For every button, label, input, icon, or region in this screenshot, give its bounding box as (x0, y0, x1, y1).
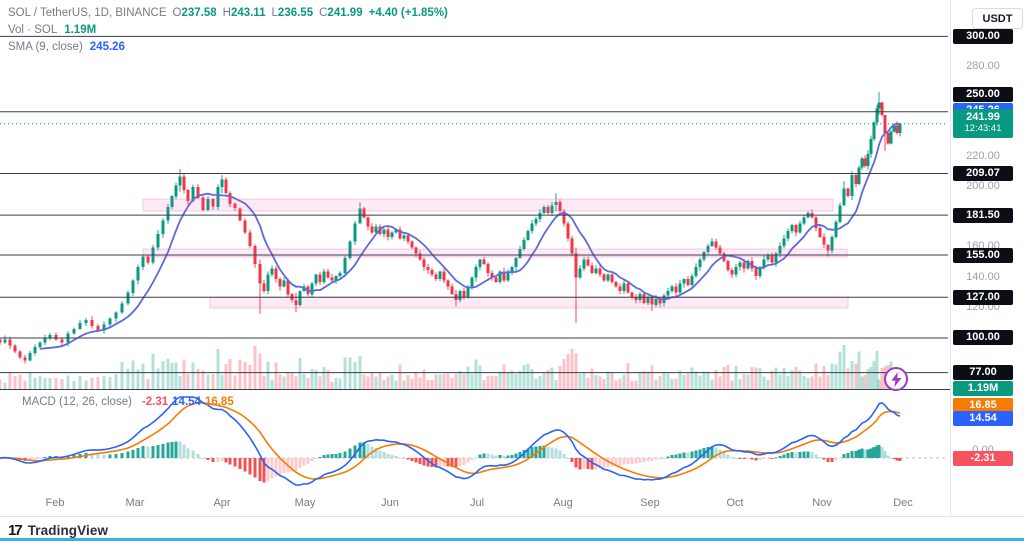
ohlc-prefix-O: O (172, 7, 182, 19)
month-label-Nov: Nov (812, 497, 832, 509)
ohlc-prefix-L: L (271, 7, 278, 19)
price-axis[interactable]: USDT 280.00 220.00 200.00 160.00 140.00 120.0… (950, 0, 1024, 516)
month-label-Feb: Feb (45, 497, 65, 509)
macd-legend-value-2: 16.85 (204, 396, 234, 408)
macd-indicator-label[interactable]: MACD (12, 26, close) (22, 396, 132, 408)
month-label-Jun: Jun (381, 497, 399, 509)
time-axis-separator (0, 516, 1024, 517)
lightning-bolt-icon (891, 371, 901, 387)
month-label-Mar: Mar (125, 497, 145, 509)
axis-tick-220.00: 220.00 (966, 150, 1000, 162)
pane-separator[interactable] (0, 389, 1024, 390)
price-level-label-181.50: 181.50 (953, 208, 1013, 223)
price-chart-canvas[interactable] (0, 0, 950, 516)
sma-indicator-label[interactable]: SMA (9, close) (8, 41, 83, 53)
volume-value: 1.19M (64, 24, 97, 36)
axis-tick-200.00: 200.00 (966, 180, 1000, 193)
price-level-label-155.00: 155.00 (953, 248, 1013, 263)
month-label-May: May (294, 497, 316, 509)
ohlc-value-L: 236.55 (277, 7, 314, 19)
month-label-Sep: Sep (640, 497, 660, 509)
price-level-label-127.00: 127.00 (953, 290, 1013, 305)
tradingview-branding[interactable]: 17 TradingView (8, 521, 108, 539)
video-progress-bar (0, 538, 1024, 541)
macd-legend-value-1: 14.54 (172, 396, 201, 408)
ohlc-prefix-C: C (319, 7, 328, 19)
currency-toggle-button[interactable]: USDT (972, 8, 1023, 29)
price-level-label-300.00: 300.00 (953, 29, 1013, 44)
macd-legend-value-0: -2.31 (141, 396, 169, 408)
price-level-label-209.07: 209.07 (953, 166, 1013, 181)
chart-legend: SOL / TetherUS, 1D, BINANCE O237.58 H243.1… (8, 5, 448, 56)
sma-value: 245.26 (89, 41, 125, 53)
volume-indicator-label[interactable]: Vol · SOL (8, 24, 58, 36)
axis-tick-280.00: 280.00 (966, 59, 1000, 72)
axis-tick-140.00: 140.00 (966, 270, 1000, 283)
ohlc-value-C: 241.99 (327, 7, 363, 19)
month-label-Apr: Apr (213, 497, 231, 509)
time-axis[interactable]: Feb Mar Apr May Jun Jul Aug Sep Oct Nov Dec (0, 493, 950, 516)
macd-axis-label-14.54: 14.54 (953, 411, 1013, 426)
month-label-Aug: Aug (553, 497, 573, 509)
ohlc-value-H: 243.11 (230, 7, 266, 19)
tradingview-logo-icon[interactable]: 17 (8, 521, 23, 539)
quick-trade-button[interactable] (884, 367, 908, 391)
symbol-title[interactable]: SOL / TetherUS, 1D, BINANCE (8, 7, 167, 19)
countdown-timer: 12:43:41 (964, 123, 1002, 134)
macd-indicator-row: MACD (12, 26, close) -2.31 14.54 16.85 (22, 396, 242, 408)
sma-indicator-row: SMA (9, close) 245.26 (8, 39, 448, 55)
symbol-row: SOL / TetherUS, 1D, BINANCE O237.58 H243.1… (8, 5, 448, 21)
volume-axis-label: 1.19M (953, 381, 1013, 396)
ohlc-value-O: 237.58 (181, 7, 217, 19)
month-label-Jul: Jul (469, 497, 485, 509)
tradingview-logo-text[interactable]: TradingView (27, 522, 109, 538)
volume-indicator-row: Vol · SOL 1.19M (8, 22, 448, 38)
macd-axis-label-16.85: 16.85 (953, 398, 1013, 413)
month-label-Dec: Dec (893, 497, 913, 509)
price-level-label-100.00: 100.00 (953, 330, 1013, 345)
macd-axis-label--2.31: -2.31 (953, 451, 1013, 466)
price-change: +4.40 (+1.85%) (368, 7, 448, 19)
ohlc-prefix-H: H (222, 7, 231, 19)
month-label-Oct: Oct (726, 497, 744, 509)
chart-panes[interactable]: SOL / TetherUS, 1D, BINANCE O237.58 H243.1… (0, 0, 1024, 517)
last-price-label: 241.99 12:43:41 (953, 109, 1013, 138)
price-level-label-250.00: 250.00 (953, 87, 1013, 102)
price-level-label-77.00: 77.00 (953, 365, 1013, 380)
